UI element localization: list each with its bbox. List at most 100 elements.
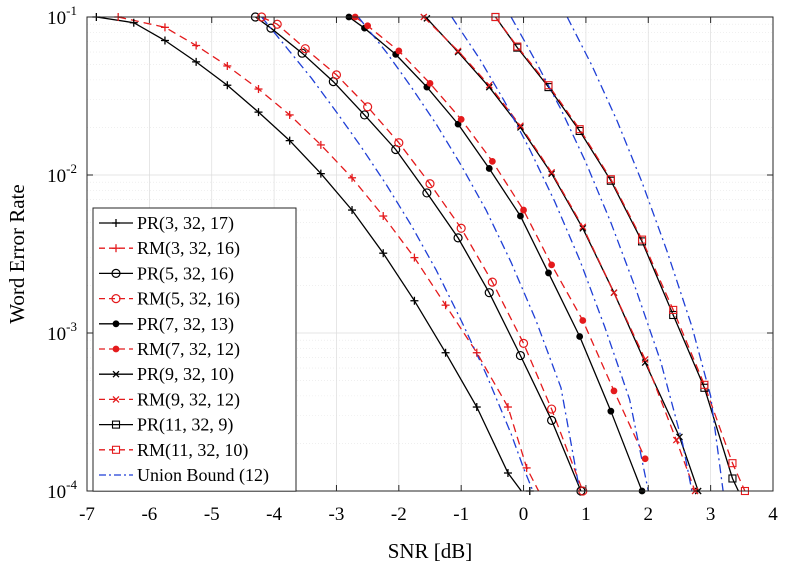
data-point-plus xyxy=(379,249,388,258)
y-tick-base: 10 xyxy=(47,482,66,503)
data-point-square xyxy=(513,42,522,51)
x-tick-label: -4 xyxy=(266,504,282,525)
data-point-circle xyxy=(518,338,529,348)
data-point-circle xyxy=(453,233,463,243)
data-point-plus xyxy=(348,206,357,215)
data-point-circle xyxy=(456,223,466,233)
x-tick-label: 3 xyxy=(706,504,716,525)
data-point-cross xyxy=(112,370,120,378)
data-point-dot xyxy=(112,345,120,353)
data-point-dot xyxy=(576,333,584,340)
data-point-plus xyxy=(472,348,481,357)
legend-box xyxy=(92,207,297,492)
x-tick-label: -3 xyxy=(329,504,345,525)
data-point-plus xyxy=(410,296,419,305)
data-point-cross xyxy=(579,223,587,231)
series-line xyxy=(423,17,696,491)
data-point-dot xyxy=(517,212,524,220)
data-point-dot xyxy=(426,79,434,87)
data-point-circle xyxy=(331,70,342,80)
data-point-square xyxy=(606,175,615,184)
data-point-dot xyxy=(610,387,618,395)
data-point-circle xyxy=(425,179,435,189)
data-point-cross xyxy=(454,48,462,56)
data-point-square xyxy=(637,235,647,244)
data-point-plus xyxy=(316,169,325,178)
data-point-circle xyxy=(300,44,310,54)
data-point-dot xyxy=(457,115,465,123)
data-point-square xyxy=(669,305,678,314)
y-tick-label: 10-4 xyxy=(47,477,77,503)
data-point-dot xyxy=(454,120,462,128)
y-tick-exponent: -2 xyxy=(66,161,77,176)
data-point-dot xyxy=(485,165,493,172)
data-point-circle xyxy=(547,404,557,414)
data-point-dot xyxy=(520,206,527,214)
legend-label: PR(5, 32, 16) xyxy=(137,263,234,284)
data-point-dot xyxy=(641,455,649,463)
y-tick-exponent: -4 xyxy=(66,477,77,492)
legend-label: PR(11, 32, 9) xyxy=(137,415,233,436)
data-point-square xyxy=(575,125,584,134)
data-point-circle xyxy=(547,415,557,425)
x-axis: -7 -6 -5 -4 -3 -2 -1 0 1 2 3 4 xyxy=(79,17,778,525)
y-tick-exponent: -1 xyxy=(66,3,77,18)
data-point-plus xyxy=(503,468,512,477)
data-point-circle xyxy=(515,350,526,361)
data-point-cross xyxy=(548,168,556,176)
series-line xyxy=(510,17,693,491)
data-point-dot xyxy=(395,47,403,55)
data-point-plus xyxy=(223,61,232,70)
data-point-plus xyxy=(472,403,481,412)
data-point-dot xyxy=(607,407,615,415)
data-point-circle xyxy=(422,188,432,198)
x-tick-label: -7 xyxy=(79,504,95,525)
legend-label: RM(3, 32, 16) xyxy=(137,238,240,259)
data-point-cross xyxy=(516,123,524,131)
data-point-square xyxy=(700,380,709,389)
data-point-cross xyxy=(548,170,556,178)
x-tick-label: 2 xyxy=(644,504,654,525)
data-point-plus xyxy=(348,173,357,182)
data-point-square xyxy=(544,81,553,90)
data-point-plus xyxy=(192,41,201,50)
data-point-dot xyxy=(364,22,372,30)
series-line xyxy=(261,17,534,491)
legend-label: RM(9, 32, 12) xyxy=(137,389,240,410)
data-point-plus xyxy=(129,18,138,27)
series-line xyxy=(261,17,584,491)
data-point-plus xyxy=(112,244,120,253)
data-point-plus xyxy=(112,219,120,227)
data-point-cross xyxy=(579,224,587,232)
x-axis-label: SNR [dB] xyxy=(388,539,473,563)
x-tick-label: -5 xyxy=(204,504,220,525)
y-tick-label: 10-3 xyxy=(47,319,77,345)
data-point-cross xyxy=(112,395,120,403)
data-point-cross xyxy=(485,83,493,91)
x-tick-label: -1 xyxy=(453,504,469,525)
data-point-dot xyxy=(579,317,587,324)
data-point-circle xyxy=(363,102,373,112)
x-tick-label: -2 xyxy=(391,504,407,525)
data-point-dot xyxy=(488,157,496,165)
data-point-plus xyxy=(160,36,169,45)
series-line xyxy=(451,17,649,491)
data-point-cross xyxy=(454,47,462,55)
data-point-cross xyxy=(485,81,493,89)
series-line xyxy=(96,17,530,491)
data-point-dot xyxy=(548,261,556,269)
data-point-plus xyxy=(254,85,263,94)
data-point-plus xyxy=(441,301,450,310)
data-point-plus xyxy=(379,212,388,221)
data-point-plus xyxy=(285,136,294,145)
y-tick-base: 10 xyxy=(47,166,66,187)
data-point-circle xyxy=(111,294,121,304)
data-point-plus xyxy=(410,253,419,262)
series-line xyxy=(255,17,582,491)
data-point-plus xyxy=(522,463,531,472)
series-line xyxy=(426,17,699,491)
y-tick-label: 10-1 xyxy=(47,3,77,29)
data-point-plus xyxy=(254,108,263,117)
data-point-plus xyxy=(316,140,325,149)
legend: PR(3, 32, 17) RM(3, 32, 16) PR(5, 32, 16) R… xyxy=(92,207,297,492)
